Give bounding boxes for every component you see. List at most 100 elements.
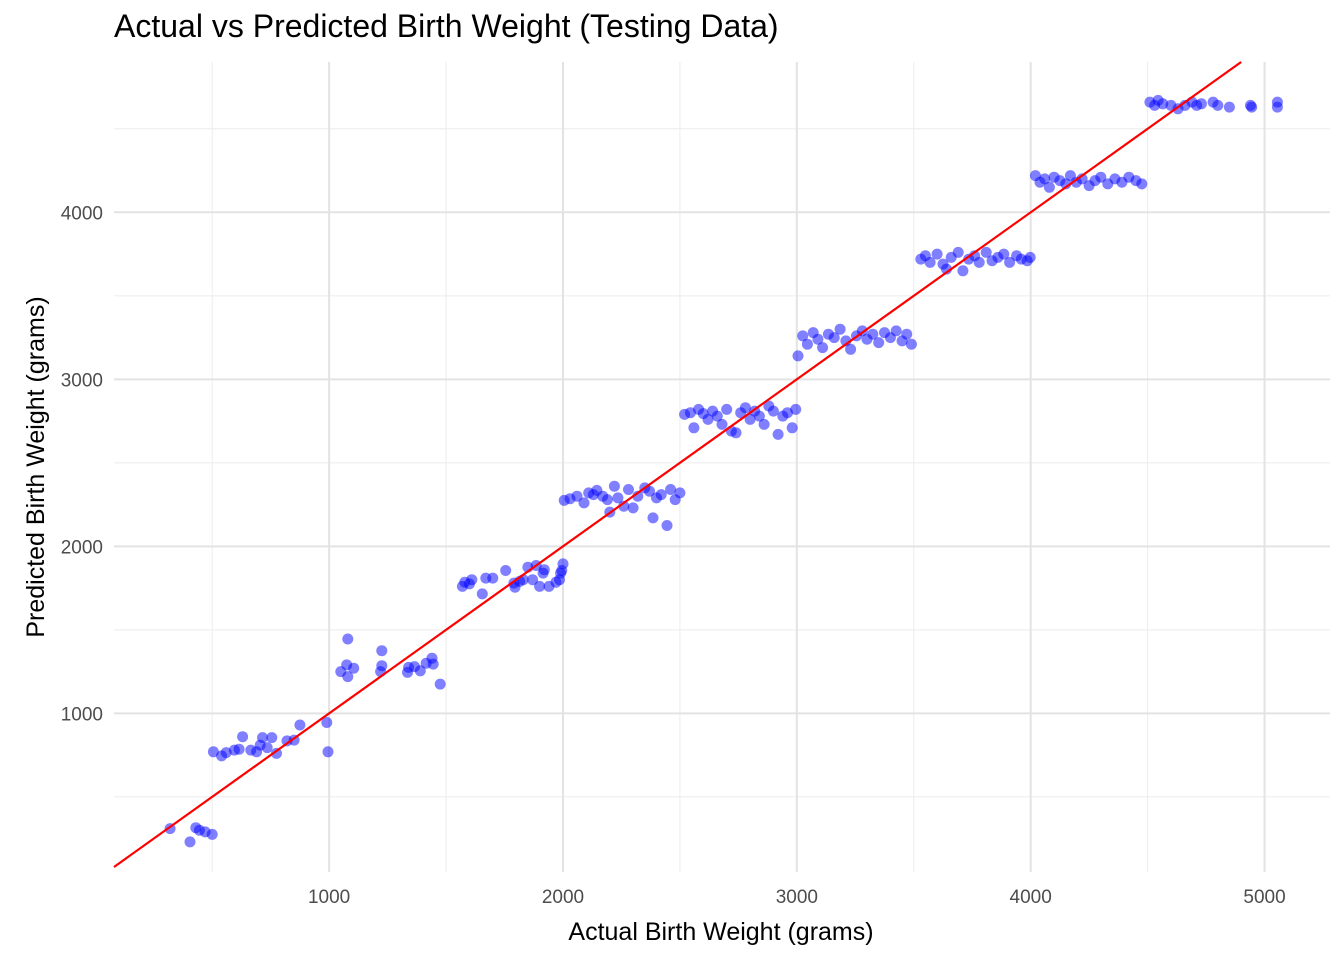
data-point <box>348 662 360 674</box>
data-point <box>931 248 943 260</box>
data-point <box>1246 101 1258 113</box>
data-point <box>466 574 478 586</box>
data-point <box>952 246 964 258</box>
data-point <box>890 325 902 337</box>
data-point <box>753 410 765 422</box>
data-point <box>792 350 804 362</box>
data-point <box>998 248 1010 260</box>
x-tick-label: 1000 <box>308 887 350 908</box>
data-point <box>376 660 388 672</box>
data-point <box>500 565 512 576</box>
minor-gridlines <box>114 62 1330 872</box>
data-point <box>730 427 742 439</box>
data-point <box>427 658 439 670</box>
data-point <box>271 747 282 759</box>
data-point <box>342 671 354 683</box>
data-point <box>414 665 426 677</box>
y-tick-label: 3000 <box>61 370 103 391</box>
data-point <box>527 574 539 586</box>
data-point <box>905 338 917 350</box>
data-point <box>487 572 499 584</box>
data-point <box>184 836 196 848</box>
data-point <box>534 580 546 592</box>
data-point <box>434 678 446 690</box>
data-point <box>644 485 655 497</box>
data-point <box>716 418 728 430</box>
data-point <box>772 428 784 440</box>
data-point <box>1060 178 1072 190</box>
data-point <box>957 265 969 277</box>
data-point <box>739 402 751 414</box>
major-gridlines <box>114 62 1330 872</box>
data-point <box>797 330 809 342</box>
data-point <box>817 342 829 354</box>
reference-line-group <box>113 61 1242 868</box>
data-point <box>786 422 798 434</box>
data-point <box>1157 98 1169 110</box>
x-axis-title: Actual Birth Weight (grams) <box>568 918 873 946</box>
data-point <box>608 480 620 492</box>
x-tick-label: 2000 <box>542 887 584 908</box>
data-points <box>164 94 1283 848</box>
data-point <box>834 323 846 335</box>
data-point <box>901 328 913 340</box>
y-tick-label: 1000 <box>61 704 103 725</box>
data-point <box>294 719 306 731</box>
data-point <box>1043 181 1055 193</box>
data-point <box>812 333 824 345</box>
data-point <box>257 732 268 744</box>
data-point <box>1039 173 1051 185</box>
data-point <box>612 492 624 504</box>
data-point <box>578 497 590 509</box>
data-point <box>266 732 278 744</box>
data-point <box>261 742 273 754</box>
y-axis-ticks: 1000 2000 3000 4000 <box>61 203 103 725</box>
data-point <box>1212 99 1224 111</box>
data-point <box>632 490 644 502</box>
data-point <box>618 500 630 512</box>
data-point <box>557 558 569 570</box>
data-point <box>1095 171 1107 183</box>
data-point <box>828 332 840 344</box>
data-point <box>1004 256 1016 268</box>
data-point <box>627 502 639 514</box>
data-point <box>322 746 334 758</box>
data-point <box>476 588 488 600</box>
x-tick-label: 4000 <box>1010 887 1052 908</box>
data-point <box>873 337 885 349</box>
data-point <box>767 405 779 417</box>
data-point <box>655 489 667 501</box>
x-tick-label: 5000 <box>1243 887 1285 908</box>
data-point <box>538 564 550 576</box>
data-point <box>321 717 333 728</box>
x-tick-label: 3000 <box>776 887 818 908</box>
data-point <box>342 633 354 645</box>
data-point <box>233 743 245 755</box>
data-point <box>711 410 723 422</box>
data-point <box>790 403 802 415</box>
data-point <box>744 413 756 425</box>
data-point <box>1223 101 1235 113</box>
y-axis-title: Predicted Birth Weight (grams) <box>22 296 50 637</box>
data-point <box>941 263 952 275</box>
data-point <box>1271 101 1283 113</box>
data-point <box>661 520 673 531</box>
data-point <box>1076 173 1088 185</box>
data-point <box>758 418 770 430</box>
data-point <box>721 403 733 415</box>
data-point <box>924 256 936 268</box>
data-point <box>1136 178 1148 190</box>
data-point <box>702 413 714 425</box>
data-point <box>688 422 700 434</box>
data-point <box>674 487 686 499</box>
data-point <box>376 645 388 657</box>
reference-line <box>113 61 1242 868</box>
data-point <box>647 512 659 524</box>
data-point <box>973 256 985 268</box>
data-point <box>867 328 879 340</box>
data-point <box>1195 98 1207 110</box>
y-tick-label: 2000 <box>61 537 103 558</box>
data-point <box>207 746 219 758</box>
data-point <box>1024 251 1036 263</box>
